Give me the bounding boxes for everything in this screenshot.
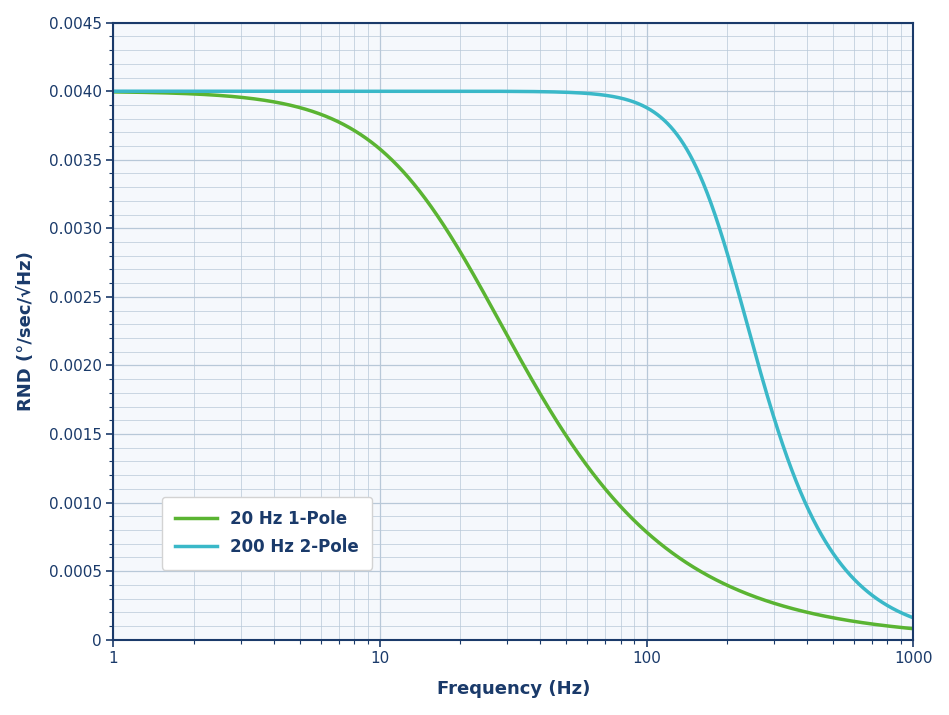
Line: 20 Hz 1-Pole: 20 Hz 1-Pole [114, 92, 913, 628]
200 Hz 2-Pole [199, 87, 211, 96]
20 Hz 1-Pole [449, 239, 460, 247]
20 Hz 1-Pole [892, 623, 903, 631]
20 Hz 1-Pole [199, 90, 211, 99]
200 Hz 2-Pole [247, 87, 258, 96]
20 Hz 1-Pole [247, 94, 258, 103]
200 Hz 2-Pole [907, 613, 919, 622]
200 Hz 2-Pole [892, 606, 903, 615]
Legend: 20 Hz 1-Pole, 200 Hz 2-Pole: 20 Hz 1-Pole, 200 Hz 2-Pole [161, 497, 372, 570]
Y-axis label: RND (°/sec/√Hz): RND (°/sec/√Hz) [17, 251, 35, 411]
20 Hz 1-Pole [806, 609, 817, 618]
200 Hz 2-Pole [108, 87, 120, 96]
20 Hz 1-Pole [907, 624, 919, 633]
20 Hz 1-Pole [415, 187, 426, 196]
200 Hz 2-Pole [449, 87, 460, 96]
Line: 200 Hz 2-Pole: 200 Hz 2-Pole [114, 92, 913, 618]
200 Hz 2-Pole [415, 87, 426, 96]
X-axis label: Frequency (Hz): Frequency (Hz) [437, 681, 590, 699]
20 Hz 1-Pole [108, 88, 120, 97]
200 Hz 2-Pole [806, 511, 817, 520]
